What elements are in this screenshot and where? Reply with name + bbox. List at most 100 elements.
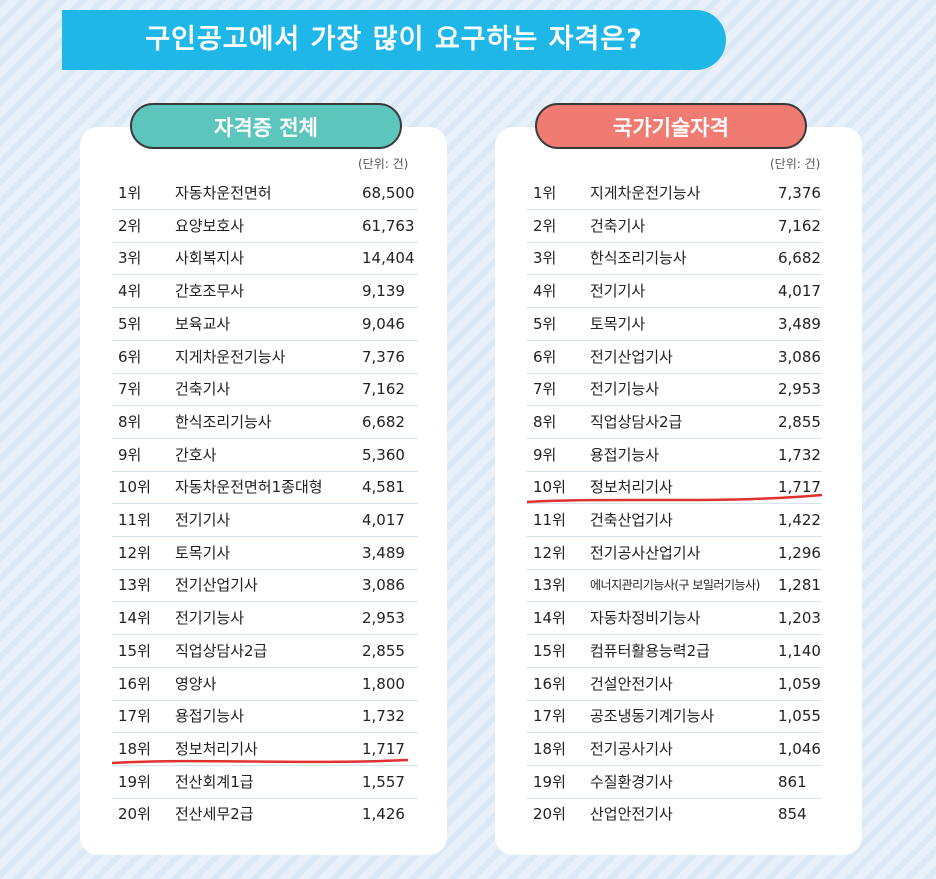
count: 14,404 [362,249,415,268]
rank: 3위 [533,249,557,268]
item-name: 전기산업기사 [590,347,673,366]
item-name: 에너지관리기능사(구 보일러기능사) [590,578,760,593]
rank: 15위 [533,641,566,660]
item-name: 간호조무사 [175,282,245,301]
row-separator [527,405,822,407]
count: 4,017 [778,282,821,301]
item-name: 토목기사 [175,543,231,562]
row-separator [527,568,822,570]
count: 1,732 [778,445,821,464]
row-separator [112,666,418,668]
item-name: 직업상담사2급 [175,641,268,660]
count: 1,296 [778,543,821,562]
item-name: 건축기사 [590,216,646,235]
row-separator [527,274,822,276]
row-separator [527,241,822,243]
row-separator [112,634,418,636]
row-separator [527,764,822,766]
row-separator [527,209,822,210]
rank: 2위 [118,216,142,235]
count: 2,953 [778,380,821,399]
rank: 18위 [118,739,151,758]
item-name: 정보처리기사 [175,739,258,758]
item-name: 전기공사산업기사 [590,543,701,562]
rank: 1위 [118,184,142,202]
row-separator [527,601,822,603]
item-name: 전기기능사 [175,609,245,628]
rank: 13위 [118,576,151,595]
rank: 4위 [533,282,557,301]
row-separator [527,732,822,734]
highlight-underline [111,758,409,765]
item-name: 전산세무2급 [175,805,254,824]
row-separator [112,470,418,472]
rank: 10위 [118,478,151,497]
row-separator [527,307,822,309]
item-name: 용접기능사 [590,445,660,464]
row-separator [112,307,418,309]
rank: 20위 [118,805,151,824]
count: 9,046 [362,314,405,333]
item-name: 토목기사 [590,314,646,333]
row-separator [527,699,822,701]
rank: 15위 [118,641,151,660]
item-name: 보육교사 [175,314,231,333]
row-separator [527,666,822,668]
item-name: 공조냉동기계기능사 [590,707,715,726]
count: 3,489 [778,314,821,333]
count: 68,500 [362,184,415,202]
count: 7,376 [778,184,821,202]
row-separator [527,372,822,374]
item-name: 전기기능사 [590,380,660,399]
count: 2,855 [778,412,821,431]
rank: 7위 [533,380,557,399]
item-name: 자동차운전면허1종대형 [175,478,323,497]
count: 5,360 [362,445,405,464]
rank: 6위 [118,347,142,366]
item-name: 용접기능사 [175,707,245,726]
row-separator [527,634,822,636]
rank: 10위 [533,478,566,497]
panel [80,127,447,855]
count: 3,489 [362,543,405,562]
count: 7,162 [778,216,821,235]
count: 1,732 [362,707,405,726]
item-name: 산업안전기사 [590,805,673,824]
item-name: 전산회계1급 [175,772,254,791]
count: 4,017 [362,511,405,529]
count: 1,055 [778,707,821,726]
rank: 2위 [533,216,557,235]
rank: 9위 [533,445,557,464]
item-name: 영양사 [175,674,217,693]
item-name: 지게차운전기능사 [590,184,701,202]
row-separator [527,437,822,439]
rank: 20위 [533,805,566,824]
row-separator [112,209,418,210]
row-separator [112,372,418,374]
count: 6,682 [362,412,405,431]
count: 4,581 [362,478,405,497]
item-name: 자동차정비기능사 [590,609,701,628]
count: 7,162 [362,380,405,399]
rank: 17위 [533,707,566,726]
unit-label: (단위: 건) [358,157,409,171]
row-separator [112,601,418,603]
rank: 4위 [118,282,142,301]
rank: 19위 [533,772,566,791]
rank: 12위 [118,543,151,562]
item-name: 직업상담사2급 [590,412,683,431]
count: 9,139 [362,282,405,301]
rank: 14위 [533,609,566,628]
count: 1,717 [778,478,821,497]
count: 61,763 [362,216,415,235]
rank: 19위 [118,772,151,791]
rank: 6위 [533,347,557,366]
count: 1,059 [778,674,821,693]
count: 1,717 [362,739,405,758]
row-separator [112,437,418,439]
panel-header: 국가기술자격 [535,103,807,149]
row-separator [112,797,418,799]
rank: 8위 [533,412,557,431]
rank: 16위 [533,674,566,693]
